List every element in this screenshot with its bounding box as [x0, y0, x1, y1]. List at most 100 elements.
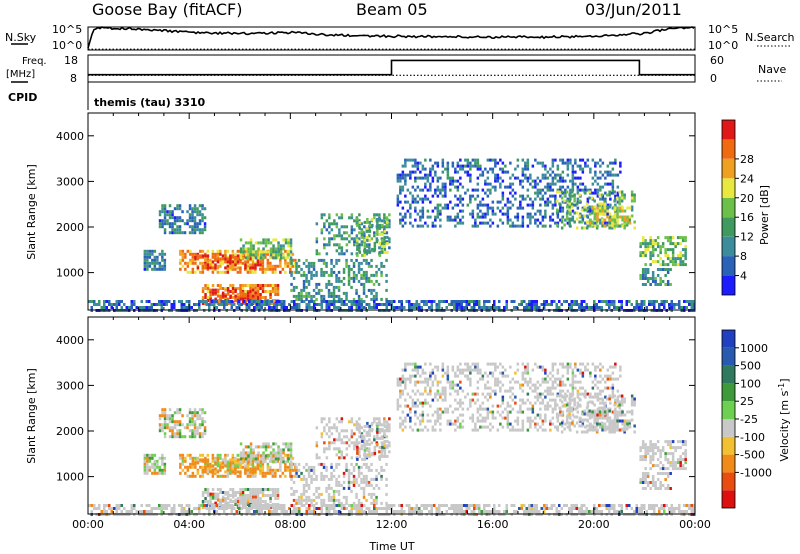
- power-cell: [628, 217, 631, 221]
- power-cell: [653, 306, 656, 309]
- velocity-cell: [272, 454, 275, 458]
- power-cell: [501, 194, 505, 198]
- velocity-cell: [337, 480, 341, 484]
- velocity-cell: [526, 419, 530, 423]
- velocity-cell: [224, 461, 227, 465]
- power-cell: [509, 182, 512, 186]
- velocity-cell: [186, 414, 189, 418]
- velocity-cell: [333, 426, 336, 430]
- velocity-cell: [297, 474, 301, 478]
- power-cell: [236, 287, 240, 290]
- power-cell: [458, 300, 461, 303]
- power-cell: [275, 300, 278, 303]
- power-cell: [196, 252, 200, 256]
- power-cell: [404, 158, 407, 162]
- velocity-cell: [198, 435, 202, 439]
- velocity-cell: [511, 425, 515, 429]
- power-cell: [488, 306, 491, 309]
- velocity-cell: [526, 407, 530, 411]
- velocity-cell: [380, 435, 384, 439]
- power-cell: [105, 306, 108, 309]
- power-cell: [196, 222, 199, 226]
- power-cell: [414, 218, 417, 222]
- power-cell: [128, 306, 131, 309]
- velocity-cell: [194, 456, 197, 460]
- velocity-cell: [489, 386, 492, 390]
- velocity-cell: [556, 425, 560, 429]
- power-cell: [608, 218, 612, 222]
- power-cell: [123, 303, 126, 306]
- power-cell: [365, 243, 369, 247]
- velocity-cell: [234, 471, 237, 475]
- velocity-cell: [178, 423, 182, 427]
- velocity-cell: [323, 429, 326, 433]
- velocity-cell: [266, 468, 270, 472]
- power-cell: [290, 270, 293, 274]
- power-cell: [211, 252, 215, 256]
- velocity-cell: [201, 408, 204, 412]
- velocity-cell: [449, 380, 452, 384]
- velocity-cell: [337, 489, 341, 493]
- power-cell: [521, 215, 525, 219]
- velocity-cell: [289, 471, 292, 475]
- velocity-cell: [355, 441, 359, 445]
- power-cell: [380, 297, 383, 301]
- power-cell: [302, 288, 306, 292]
- velocity-cell: [276, 494, 280, 497]
- power-cell: [491, 221, 495, 225]
- velocity-cell: [549, 377, 552, 381]
- power-cell: [166, 210, 169, 214]
- velocity-cell: [345, 447, 349, 451]
- power-cell: [260, 306, 263, 309]
- power-cell: [366, 238, 369, 242]
- power-cell: [163, 210, 167, 214]
- power-cell: [511, 224, 515, 228]
- power-cell: [420, 306, 423, 309]
- velocity-cell: [239, 488, 242, 491]
- power-cell: [658, 303, 661, 306]
- velocity-cell: [193, 411, 197, 415]
- velocity-cell: [297, 462, 301, 466]
- power-cell: [486, 206, 490, 210]
- power-cell: [204, 261, 207, 265]
- power-cell: [576, 200, 580, 204]
- velocity-cell: [380, 474, 383, 478]
- power-cell: [356, 217, 359, 221]
- power-cell: [295, 303, 298, 306]
- power-cell: [209, 288, 212, 292]
- power-colorbar-tick-label: 16: [740, 211, 754, 224]
- velocity-cell: [284, 442, 288, 446]
- power-cell: [282, 238, 285, 242]
- power-cell: [388, 213, 391, 217]
- power-cell: [360, 228, 364, 232]
- power-cell: [419, 215, 422, 219]
- power-cell: [347, 267, 351, 271]
- velocity-cell: [300, 471, 303, 475]
- freq-tick-bottom: 8: [70, 72, 77, 85]
- power-cell: [343, 252, 346, 256]
- velocity-cell: [340, 417, 344, 421]
- velocity-cell: [242, 451, 245, 455]
- power-cell: [363, 231, 366, 235]
- power-cell: [544, 167, 547, 171]
- power-cell: [575, 303, 578, 306]
- power-cell: [264, 270, 267, 274]
- power-cell: [434, 173, 437, 177]
- power-cell: [235, 306, 238, 309]
- velocity-cell: [479, 368, 482, 372]
- velocity-cell: [173, 432, 177, 436]
- velocity-cell: [305, 462, 308, 466]
- power-cell: [561, 215, 565, 219]
- velocity-cell: [531, 410, 535, 414]
- power-cell: [338, 216, 341, 220]
- power-cell: [506, 212, 510, 216]
- power-cell: [355, 300, 358, 303]
- velocity-cell: [244, 453, 247, 457]
- power-cell: [325, 261, 328, 265]
- power-cell: [302, 273, 306, 277]
- power-cell: [322, 294, 326, 298]
- power-cell: [244, 294, 247, 298]
- velocity-cell: [479, 377, 482, 381]
- power-cell: [171, 231, 174, 235]
- velocity-cell: [244, 488, 247, 491]
